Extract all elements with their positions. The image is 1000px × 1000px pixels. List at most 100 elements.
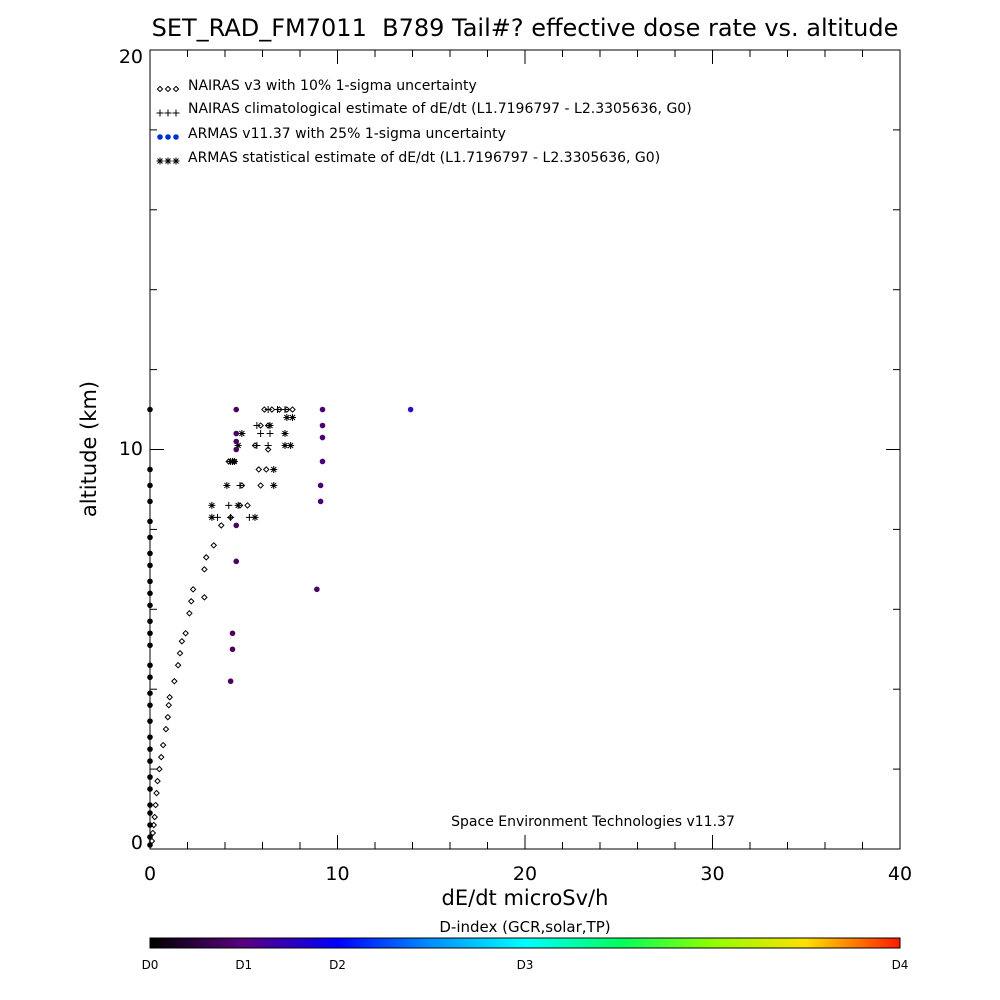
x-axis-label: dE/dt microSv/h <box>442 886 609 910</box>
data-point-baseline <box>147 774 153 780</box>
data-point <box>176 649 184 657</box>
legend-entry: NAIRAS v3 with 10% 1-sigma uncertainty <box>156 78 477 94</box>
data-point <box>154 777 161 785</box>
data-point-baseline <box>147 630 153 637</box>
data-point <box>264 446 272 453</box>
legend-label: NAIRAS climatological estimate of dE/dt … <box>188 101 692 117</box>
chart-title: SET_RAD_FM7011 B789 Tail#? effective dos… <box>152 14 899 42</box>
legend-symbol-plus <box>156 109 180 117</box>
data-point-baseline <box>147 746 153 752</box>
data-point <box>156 765 163 773</box>
data-point <box>319 434 326 441</box>
data-point <box>162 725 170 733</box>
credit-text: Space Environment Technologies v11.37 <box>451 814 735 830</box>
legend-marker <box>172 85 180 93</box>
data-point <box>159 741 167 749</box>
data-point <box>178 637 186 645</box>
colorbar <box>149 937 901 949</box>
data-point-baseline <box>147 590 153 597</box>
legend-symbol-dot <box>157 134 179 140</box>
data-point-baseline <box>147 498 153 505</box>
legend-marker <box>165 134 171 140</box>
data-point <box>236 481 244 489</box>
data-point <box>150 821 158 829</box>
plot-frame <box>149 49 901 850</box>
data-point <box>261 406 268 413</box>
x-tick-label: 0 <box>144 863 156 885</box>
data-point <box>174 661 182 669</box>
data-point <box>319 458 326 465</box>
data-point <box>257 430 265 438</box>
data-point-baseline <box>147 642 153 649</box>
legend-label: ARMAS v11.37 with 25% 1-sigma uncertaint… <box>188 126 506 142</box>
data-point <box>257 422 264 429</box>
data-point <box>208 501 216 509</box>
data-point <box>202 554 210 561</box>
data-points <box>147 406 414 848</box>
y-tick-labels: 0 10 20 <box>119 46 143 854</box>
data-point <box>182 629 189 637</box>
data-point <box>233 438 240 445</box>
data-point <box>264 406 272 414</box>
data-point <box>165 701 173 709</box>
x-tick-label: 20 <box>513 863 537 885</box>
data-point <box>266 430 274 438</box>
data-point <box>166 693 173 701</box>
data-point <box>317 482 324 489</box>
data-point <box>229 630 236 637</box>
data-point-baseline <box>147 786 153 792</box>
data-point <box>164 713 172 721</box>
data-point <box>208 513 216 521</box>
data-point <box>186 609 193 617</box>
data-point <box>317 498 324 505</box>
data-point <box>233 430 240 437</box>
data-point-baseline <box>147 718 153 724</box>
data-point <box>270 481 278 489</box>
data-point <box>253 442 261 450</box>
colorbar-tick-label: D3 <box>517 958 534 972</box>
data-point-baseline <box>147 674 153 681</box>
data-point <box>201 566 208 573</box>
data-point <box>262 466 270 473</box>
colorbar-ticks: D0 D1 D2 D3 D4 <box>142 958 909 972</box>
data-point <box>217 522 225 529</box>
data-point <box>274 406 281 414</box>
data-point <box>234 501 242 509</box>
data-point <box>229 646 236 653</box>
data-point <box>225 501 233 509</box>
data-point <box>153 789 160 797</box>
x-tick-labels: 0 10 20 30 40 <box>144 863 912 885</box>
data-point <box>151 813 158 821</box>
data-point <box>253 422 261 430</box>
data-point-baseline <box>147 466 153 473</box>
data-point-baseline <box>147 810 153 816</box>
data-point <box>234 442 242 450</box>
legend: NAIRAS v3 with 10% 1-sigma uncertainty N… <box>156 78 692 166</box>
data-point <box>230 457 238 465</box>
data-point <box>407 406 414 413</box>
data-point <box>270 465 278 473</box>
data-point <box>148 837 156 845</box>
legend-entry: ARMAS statistical estimate of dE/dt (L1.… <box>156 150 660 166</box>
colorbar-title: D-index (GCR,solar,TP) <box>439 918 610 936</box>
data-point <box>287 442 295 450</box>
data-point <box>266 422 274 430</box>
legend-marker <box>156 85 164 93</box>
data-point-baseline <box>147 562 153 569</box>
data-point <box>289 406 296 413</box>
data-point-baseline <box>147 690 153 696</box>
data-point-baseline <box>147 822 153 828</box>
data-point-baseline <box>147 482 153 489</box>
data-point-baseline <box>147 602 153 609</box>
data-point <box>152 801 159 809</box>
data-point <box>227 678 234 685</box>
y-tick-label: 10 <box>119 438 143 460</box>
data-point-baseline <box>147 550 153 557</box>
data-point-baseline <box>147 758 153 764</box>
data-point <box>264 442 272 450</box>
colorbar-tick-label: D4 <box>892 958 909 972</box>
data-point <box>233 558 240 565</box>
x-tick-label: 30 <box>700 863 724 885</box>
data-point-baseline <box>147 618 153 625</box>
legend-marker <box>156 109 164 117</box>
